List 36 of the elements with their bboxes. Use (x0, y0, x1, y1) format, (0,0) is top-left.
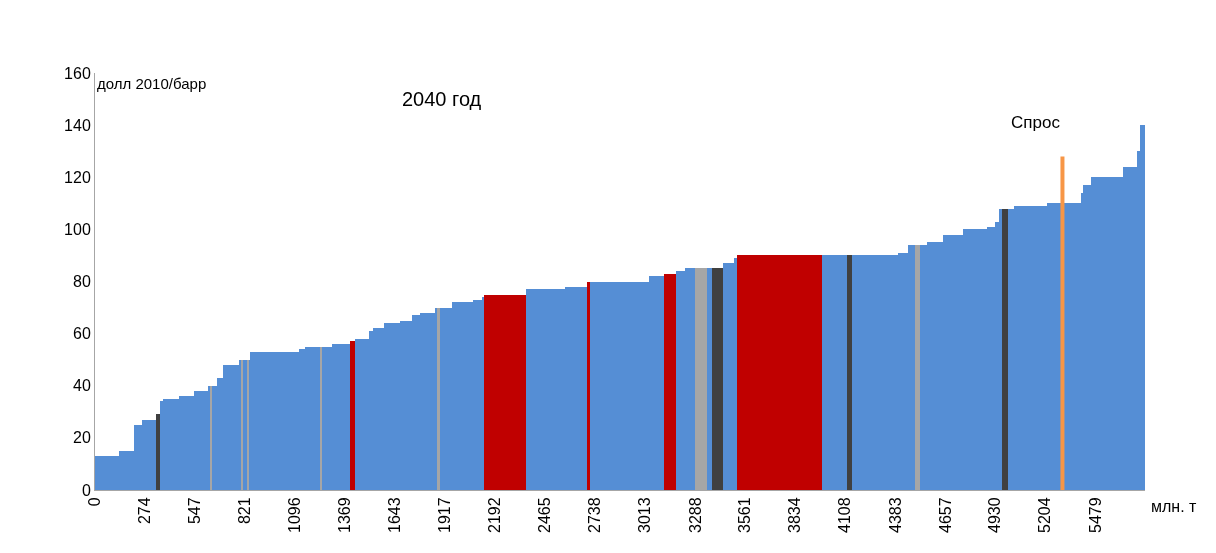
x-tick-label: 1369 (336, 497, 354, 533)
annotation: Спрос (1011, 113, 1061, 132)
x-tick-label: 274 (136, 497, 154, 525)
x-tick-label: 4383 (886, 497, 904, 533)
bar (712, 268, 723, 490)
x-tick-label: 821 (236, 497, 254, 525)
y-tick-label: 0 (81, 481, 91, 499)
y-tick-label: 140 (64, 116, 91, 134)
bar (664, 274, 676, 490)
y-tick-label: 120 (64, 168, 91, 186)
y-tick-label: 40 (73, 377, 91, 395)
x-tick-label: 2738 (586, 497, 604, 533)
x-tick-label: 4108 (836, 497, 854, 533)
x-tick-label: 3561 (736, 497, 754, 533)
x-tick-label: 5204 (1036, 497, 1054, 533)
x-tick-label: 0 (86, 497, 104, 507)
x-tick-label: 1643 (386, 497, 404, 533)
text: 2040 год (402, 88, 482, 110)
y-axis-title: долл 2010/барр (97, 75, 207, 92)
x-tick-label: 2465 (536, 497, 554, 533)
x-tick-label: 3013 (636, 497, 654, 533)
y-tick-label: 160 (64, 64, 91, 82)
y-tick-label: 60 (73, 325, 91, 343)
x-tick-label: 3288 (686, 497, 704, 533)
x-tick-label: 3834 (786, 497, 804, 533)
x-tick-label: 1096 (286, 497, 304, 533)
x-axis-title: млн. т (1151, 498, 1198, 515)
x-tick-label: 5479 (1086, 497, 1104, 533)
y-tick-label: 20 (73, 429, 91, 447)
y-tick-label: 80 (73, 273, 91, 291)
x-tick-label: 2192 (486, 497, 504, 533)
y-tick-label: 100 (64, 220, 91, 238)
x-tick-label: 4657 (936, 497, 954, 533)
x-tick-label: 4930 (986, 497, 1004, 533)
x-tick-label: 547 (186, 497, 204, 525)
x-tick-label: 1917 (436, 497, 454, 533)
